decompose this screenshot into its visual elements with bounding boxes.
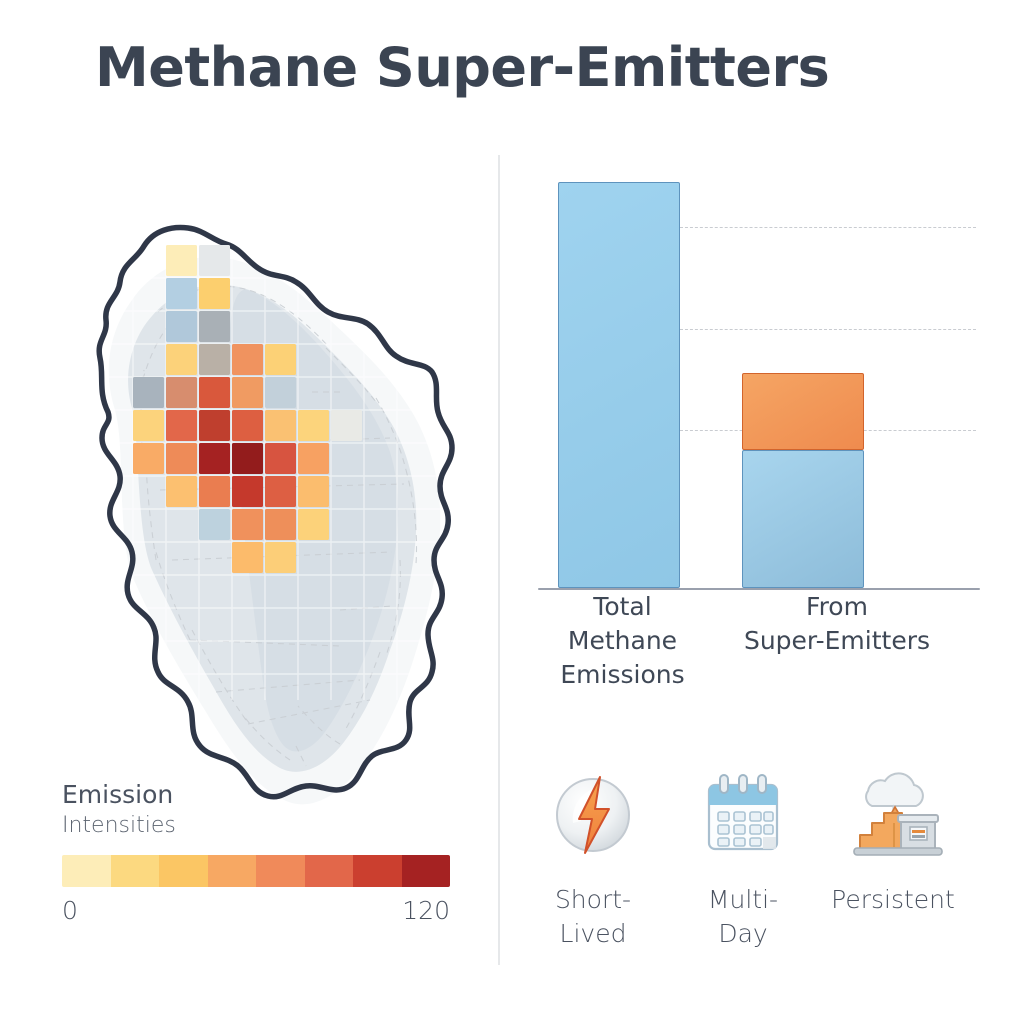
legend-color-ramp [62, 855, 450, 887]
category-multi-day-caption: Multi- Day [668, 883, 818, 951]
heat-cell [232, 542, 263, 573]
heat-cell [265, 476, 296, 507]
gridline-1 [680, 328, 976, 330]
category-persistent-caption: Persistent [818, 883, 968, 917]
heat-cell [199, 311, 230, 342]
legend-swatch-3 [207, 855, 256, 887]
bar-segment-baseline [558, 182, 680, 588]
bar-label-super: From Super-Emitters [712, 590, 962, 658]
category-short-lived[interactable]: Short- Lived [518, 760, 668, 951]
bar-label-total-line2: Methane [567, 626, 678, 655]
heat-cell [166, 278, 197, 309]
heat-cell [199, 278, 230, 309]
short-lived-line1: Short- [554, 885, 632, 914]
heat-cell [199, 377, 230, 408]
heat-cell [166, 344, 197, 375]
legend-swatch-6 [353, 855, 402, 887]
heat-cell [265, 443, 296, 474]
heat-cell [298, 509, 329, 540]
heat-cell [166, 476, 197, 507]
heat-cell [298, 476, 329, 507]
heat-cell [199, 443, 230, 474]
heat-cell [232, 344, 263, 375]
page-title: Methane Super-Emitters [95, 36, 830, 99]
category-short-lived-caption: Short- Lived [518, 883, 668, 951]
calendar-icon [668, 760, 818, 865]
heat-cell [232, 476, 263, 507]
bar-label-total: Total Methane Emissions [530, 590, 715, 692]
heat-cell [199, 509, 230, 540]
category-multi-day[interactable]: Multi- Day [668, 760, 818, 951]
heat-cell [166, 245, 197, 276]
heat-cell [166, 443, 197, 474]
bar-label-total-line3: Emissions [560, 660, 685, 689]
heat-cell [265, 344, 296, 375]
legend-swatch-4 [256, 855, 305, 887]
heat-cell [199, 245, 230, 276]
multi-day-line2: Day [718, 919, 768, 948]
factory-cloud-icon [818, 760, 968, 865]
legend-title: Emission [62, 780, 174, 809]
legend: Emission Intensities 0 120 [62, 778, 452, 925]
heat-cell [331, 410, 362, 441]
heat-cell [166, 410, 197, 441]
heat-cell [166, 377, 197, 408]
legend-subtitle: Intensities [62, 813, 176, 838]
heat-cell [199, 344, 230, 375]
legend-swatch-2 [159, 855, 208, 887]
bar-super-emitters[interactable] [742, 372, 864, 588]
category-persistent[interactable]: Persistent [818, 760, 968, 917]
heat-cell [133, 443, 164, 474]
emissions-bar-chart [520, 150, 990, 590]
cloud-shape [865, 771, 924, 807]
heat-cell [298, 443, 329, 474]
heat-cell [265, 509, 296, 540]
persistent-line1: Persistent [831, 885, 955, 914]
bar-label-super-line1: From [806, 592, 868, 621]
legend-swatch-1 [110, 855, 159, 887]
heat-cell [298, 410, 329, 441]
heat-cell [265, 542, 296, 573]
heat-cell [199, 410, 230, 441]
short-lived-line2: Lived [559, 919, 627, 948]
legend-swatch-0 [62, 855, 111, 887]
legend-swatch-5 [304, 855, 353, 887]
legend-min-label: 0 [62, 896, 78, 925]
heat-cell [265, 377, 296, 408]
lightning-bolt-icon [518, 760, 668, 865]
heat-cell [265, 410, 296, 441]
bar-label-total-line1: Total [593, 592, 652, 621]
heat-cell [133, 377, 164, 408]
multi-day-line1: Multi- [707, 885, 779, 914]
legend-scale: 0 120 [62, 896, 450, 925]
gridline-0 [680, 227, 976, 229]
heat-cell [232, 377, 263, 408]
chart-baseline [538, 587, 980, 590]
heat-cell [133, 410, 164, 441]
bar-segment-baseline [742, 450, 864, 588]
heat-cell [166, 311, 197, 342]
panel-divider [498, 155, 500, 965]
heat-cell [232, 410, 263, 441]
legend-max-label: 120 [402, 896, 450, 925]
bar-segment-super-emitter [742, 372, 864, 451]
bar-total-methane[interactable] [558, 182, 680, 588]
heat-cell [232, 509, 263, 540]
map-panel [40, 140, 490, 820]
legend-swatch-7 [401, 855, 450, 887]
heat-cell [232, 443, 263, 474]
bar-label-super-line2: Super-Emitters [743, 626, 931, 655]
heat-cell [199, 476, 230, 507]
